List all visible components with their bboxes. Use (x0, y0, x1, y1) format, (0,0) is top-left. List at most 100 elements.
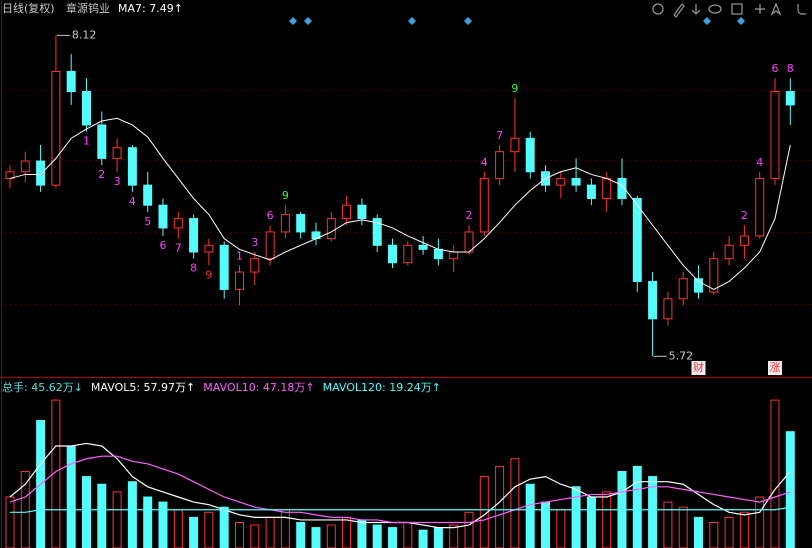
candle-body (403, 244, 413, 264)
volume-bar (739, 511, 749, 548)
count-label: 4 (481, 156, 488, 169)
count-label: 7 (175, 242, 182, 255)
volume-bar (311, 527, 321, 548)
count-label: 3 (251, 236, 258, 249)
candle-body (388, 244, 397, 264)
candle-body (556, 177, 566, 186)
candle-body (265, 231, 275, 260)
candle-body (36, 160, 46, 186)
candle-body (418, 244, 428, 250)
pointer-icon[interactable] (770, 2, 782, 16)
count-label: 2 (466, 209, 473, 222)
volume-bar (127, 481, 137, 548)
diamond (464, 17, 472, 25)
ma-legend: MA7: 7.49↑ (118, 2, 183, 15)
settings-icon[interactable] (652, 3, 664, 15)
download-icon[interactable] (691, 4, 701, 15)
marker-badge (691, 361, 706, 375)
volume-bar (602, 491, 612, 548)
candle-body (51, 70, 61, 186)
volume-bar (418, 529, 428, 548)
candle-body (648, 280, 658, 320)
ma-line (9, 117, 791, 290)
candle-body (617, 177, 627, 200)
count-label: 1 (236, 249, 243, 262)
volume-bar (678, 506, 688, 548)
candle-body (173, 218, 183, 229)
draw-icon[interactable] (673, 3, 685, 18)
volume-bar (479, 476, 489, 548)
mavol-legend: MAVOL120: 19.24万↑ (323, 381, 441, 394)
candle-body (66, 70, 76, 93)
volume-bar (541, 501, 550, 548)
volume-bar (280, 509, 290, 548)
volume-bar (5, 496, 15, 548)
volume-bar (464, 511, 474, 548)
volume-bar (724, 516, 734, 548)
more-icon[interactable] (797, 4, 806, 15)
candle-body (709, 258, 719, 293)
volume-bar (342, 516, 352, 548)
volume-bar (357, 519, 367, 548)
candle-body (678, 278, 688, 300)
diamond (737, 17, 745, 25)
period-label: 日线(复权) (2, 1, 55, 15)
volume-bar (265, 516, 275, 548)
count-label: 9 (511, 82, 518, 95)
volume-bar (189, 516, 199, 548)
candle-body (280, 214, 290, 233)
candle-body (204, 244, 214, 253)
volume-bar (235, 522, 244, 548)
candle-body (510, 137, 520, 153)
volume-bar (709, 522, 719, 548)
volume-bar (403, 522, 413, 548)
volume-bar (525, 483, 535, 548)
count-label: 2 (98, 168, 105, 181)
count-label: 5 (144, 215, 151, 228)
candle-body (219, 244, 229, 290)
volume-bar (173, 509, 183, 548)
toolbar (652, 2, 806, 18)
candle-body (112, 147, 122, 159)
volume-bar (449, 524, 459, 548)
volume-bar (143, 496, 153, 548)
count-label: 9 (282, 189, 289, 202)
diamond (289, 17, 297, 25)
volume-bar (648, 476, 658, 548)
diamond (408, 17, 416, 25)
candle-body (724, 244, 734, 260)
diamond (703, 17, 711, 25)
window-icon[interactable] (731, 3, 743, 15)
candle-body (586, 184, 596, 200)
volume-bar (296, 522, 306, 548)
candle-body (433, 248, 443, 260)
candle-body (296, 214, 306, 233)
volume-bar (495, 465, 505, 548)
candle-body (632, 198, 642, 282)
mavol-line (9, 455, 791, 524)
mavol-legend: MAVOL10: 47.18万↑ (203, 381, 314, 394)
volume-bar (20, 471, 30, 548)
candle-body (663, 298, 673, 320)
volume-bar (326, 524, 336, 548)
volume-title: 总手: 45.62万↓ (2, 380, 83, 394)
view-icon[interactable] (708, 4, 722, 14)
count-label: 6 (267, 209, 274, 222)
count-label: 4 (756, 156, 763, 169)
volume-bar (433, 527, 443, 548)
mavol-legend: MAVOL5: 57.97万↑ (91, 381, 195, 394)
candle-body (602, 177, 612, 200)
volume-bar (586, 496, 596, 548)
extreme-label: 8.12 (72, 28, 97, 41)
count-label: 6 (160, 239, 167, 252)
candle-body (449, 251, 459, 260)
volume-bar (51, 399, 61, 548)
volume-bar (219, 506, 229, 548)
volume-bar (372, 524, 382, 548)
add-icon[interactable] (755, 4, 765, 14)
candle-body (127, 147, 137, 186)
volume-bar (66, 445, 76, 548)
candle-body (143, 184, 153, 206)
candle-body (479, 177, 489, 233)
volume-bar (204, 511, 214, 548)
